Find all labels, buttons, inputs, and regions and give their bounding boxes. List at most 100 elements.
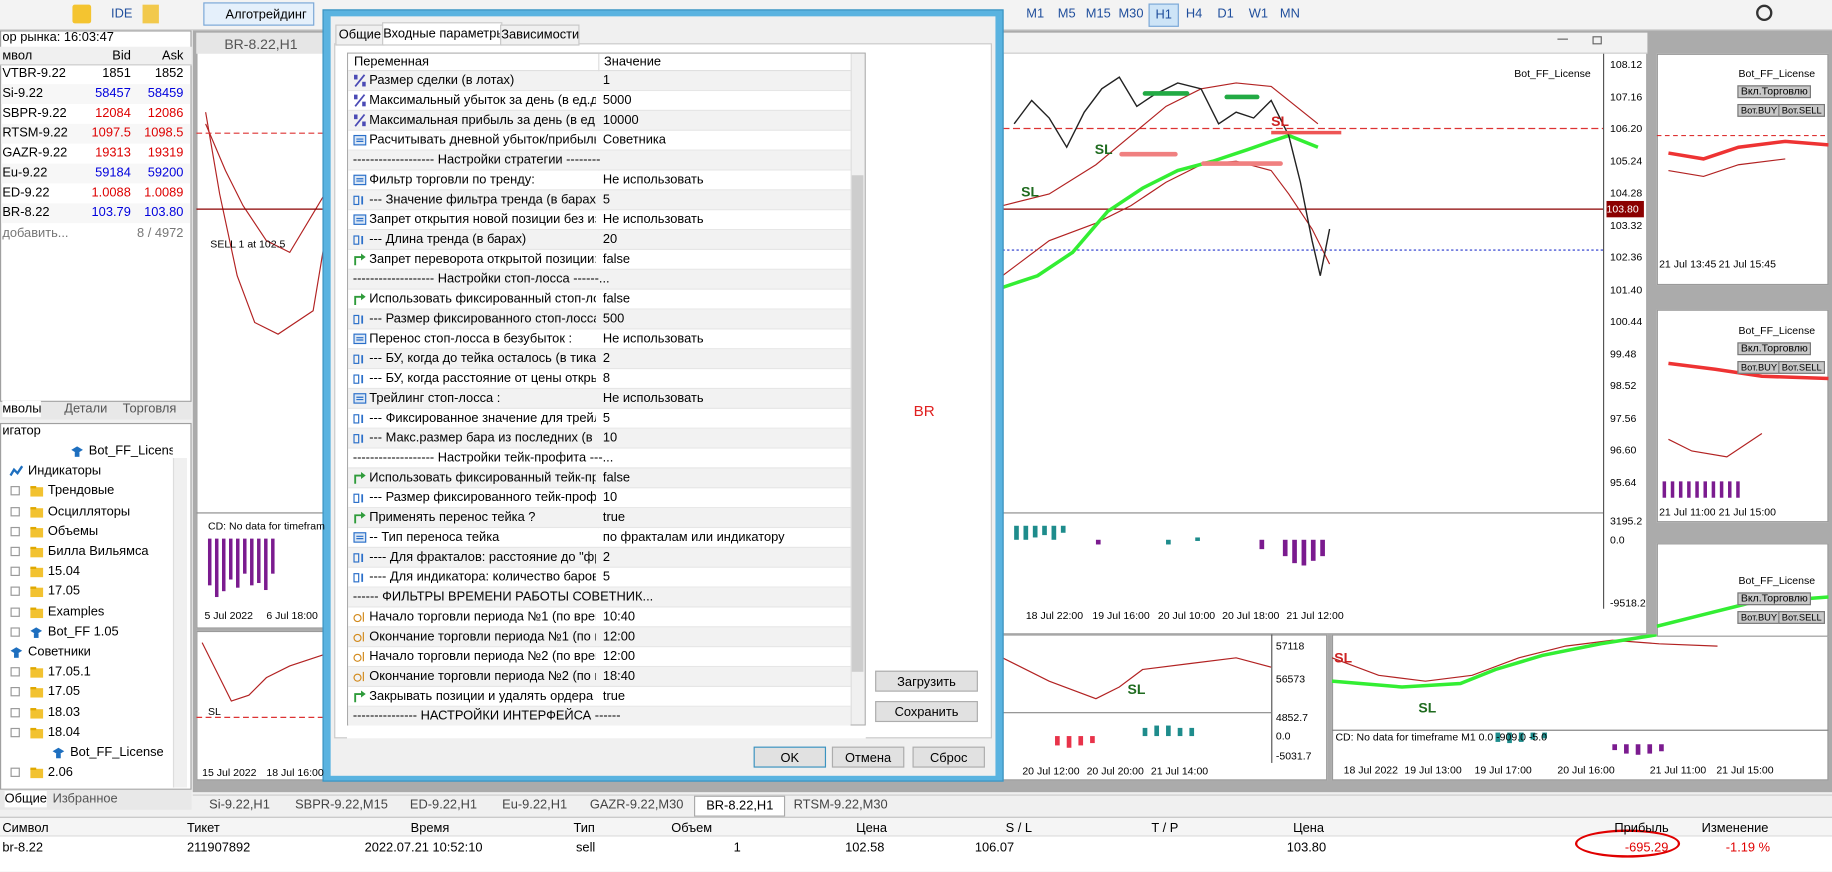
enable-trading-button[interactable]: Вкл.Торговлю: [1737, 85, 1812, 99]
panel-tab[interactable]: Детали: [64, 401, 108, 416]
sell-button[interactable]: Bот.SELL: [1778, 361, 1826, 374]
dialog-tab[interactable]: Общие: [335, 24, 385, 46]
param-value[interactable]: 20: [602, 232, 618, 247]
dialog-button[interactable]: Отмена: [831, 746, 905, 768]
param-value[interactable]: false: [602, 470, 631, 485]
param-value[interactable]: true: [602, 689, 626, 704]
enable-trading-button[interactable]: Вкл.Торговлю: [1737, 592, 1812, 606]
timeframe-button[interactable]: M5: [1057, 7, 1076, 22]
tree-item[interactable]: 2.06: [47, 765, 73, 780]
tree-item[interactable]: Examples: [47, 604, 105, 619]
param-value[interactable]: 12:00: [602, 649, 636, 664]
tree-expander[interactable]: [10, 506, 20, 516]
chart-tab[interactable]: Eu-9.22,H1: [502, 797, 568, 813]
scroll-thumb[interactable]: [851, 175, 864, 672]
param-value[interactable]: 5000: [602, 93, 632, 108]
param-value[interactable]: по фракталам или индикатору: [602, 530, 785, 545]
toolbar-button[interactable]: IDE: [110, 7, 133, 22]
search-icon[interactable]: [1756, 4, 1773, 22]
tree-item[interactable]: Bot_FF 1.05: [47, 624, 119, 639]
tree-item[interactable]: Советники: [28, 644, 91, 659]
panel-tab[interactable]: Торговля: [122, 401, 177, 416]
tree-expander[interactable]: [10, 767, 20, 778]
tree-item[interactable]: 18.03: [47, 705, 81, 720]
chart-tab[interactable]: GAZR-9.22,M30: [589, 797, 684, 813]
dialog-button[interactable]: OK: [753, 746, 827, 768]
tree-item[interactable]: Bot_FF_License: [88, 443, 173, 459]
tree-item[interactable]: Билла Вильямса: [47, 544, 149, 559]
param-value[interactable]: 2: [602, 550, 611, 565]
toolbar-button[interactable]: Алготрейдинг: [203, 2, 315, 26]
add-symbol[interactable]: добавить...: [2, 226, 69, 241]
tree-expander[interactable]: [10, 566, 20, 577]
tree-expander[interactable]: [10, 727, 20, 738]
save-button[interactable]: Сохранить: [875, 701, 978, 723]
dialog-tab[interactable]: Зависимости: [500, 24, 580, 46]
buy-button[interactable]: Bот.BUY: [1737, 611, 1781, 624]
timeframe-button[interactable]: H4: [1185, 7, 1203, 22]
dialog-tab[interactable]: Входные параметры: [382, 22, 503, 46]
tree-item[interactable]: 17.05: [47, 584, 81, 599]
tree-item[interactable]: 17.05.1: [47, 665, 91, 680]
tree-item[interactable]: Осцилляторы: [47, 504, 131, 519]
scrollbar[interactable]: [172, 458, 187, 788]
toolbar-icon[interactable]: [72, 4, 92, 24]
tree-expander[interactable]: [10, 586, 20, 597]
window-button[interactable]: [1557, 38, 1568, 40]
tree-item[interactable]: 15.04: [47, 564, 81, 579]
window-button[interactable]: [1592, 36, 1602, 45]
param-value[interactable]: 10: [602, 431, 618, 446]
param-value[interactable]: Не использовать: [602, 331, 704, 346]
chart-tab[interactable]: ED-9.22,H1: [409, 797, 478, 813]
chart-tab[interactable]: SBPR-9.22,M15: [295, 797, 388, 813]
timeframe-button[interactable]: M1: [1026, 7, 1045, 22]
panel-tab[interactable]: Избранное: [52, 792, 118, 807]
param-value[interactable]: 5: [602, 192, 611, 207]
param-value[interactable]: Не использовать: [602, 172, 704, 187]
param-value[interactable]: 10:40: [602, 609, 636, 624]
load-button[interactable]: Загрузить: [875, 670, 978, 692]
param-value[interactable]: 500: [602, 311, 625, 326]
tree-expander[interactable]: [10, 667, 20, 677]
tree-expander[interactable]: [10, 526, 20, 537]
timeframe-button[interactable]: D1: [1217, 7, 1234, 22]
param-value[interactable]: 8: [602, 371, 611, 386]
param-value[interactable]: 18:40: [602, 669, 636, 684]
tree-item[interactable]: Bot_FF_License: [70, 745, 164, 760]
tree-expander[interactable]: [10, 627, 20, 637]
chart-tab[interactable]: Si-9.22,H1: [209, 797, 270, 813]
timeframe-button[interactable]: M15: [1085, 7, 1111, 22]
toolbar-icon[interactable]: [142, 4, 159, 24]
param-value[interactable]: Не использовать: [602, 212, 704, 227]
panel-tab[interactable]: Общие: [4, 790, 47, 808]
timeframe-button[interactable]: H1: [1148, 3, 1179, 27]
tree-item[interactable]: Трендовые: [47, 484, 115, 499]
buy-button[interactable]: Bот.BUY: [1737, 103, 1781, 117]
tree-item[interactable]: Индикаторы: [28, 464, 102, 479]
timeframe-button[interactable]: M30: [1118, 7, 1144, 22]
sell-button[interactable]: Bот.SELL: [1778, 103, 1826, 117]
tree-item[interactable]: Объемы: [47, 524, 99, 539]
param-value[interactable]: 1: [602, 73, 611, 88]
enable-trading-button[interactable]: Вкл.Торговлю: [1737, 342, 1812, 356]
buy-button[interactable]: Bот.BUY: [1737, 361, 1781, 374]
param-value[interactable]: 10000: [602, 113, 639, 128]
tree-expander[interactable]: [10, 546, 20, 557]
timeframe-button[interactable]: W1: [1248, 7, 1268, 22]
chart-tab[interactable]: RTSM-9.22,M30: [793, 797, 888, 813]
tree-expander[interactable]: [10, 707, 20, 717]
param-value[interactable]: Советника: [602, 133, 666, 148]
tree-item[interactable]: 17.05: [47, 685, 81, 700]
panel-tab[interactable]: мволы: [2, 400, 42, 418]
timeframe-button[interactable]: MN: [1279, 7, 1300, 22]
param-value[interactable]: false: [602, 252, 631, 267]
sell-button[interactable]: Bот.SELL: [1778, 611, 1826, 624]
tree-item[interactable]: 18.04: [47, 725, 81, 740]
param-value[interactable]: true: [602, 510, 626, 525]
param-value[interactable]: 12:00: [602, 629, 636, 644]
param-value[interactable]: false: [602, 292, 631, 307]
param-value[interactable]: 10: [602, 490, 618, 505]
tree-expander[interactable]: [10, 687, 20, 697]
dialog-button[interactable]: Сброс: [912, 746, 985, 768]
param-value[interactable]: 2: [602, 351, 611, 366]
